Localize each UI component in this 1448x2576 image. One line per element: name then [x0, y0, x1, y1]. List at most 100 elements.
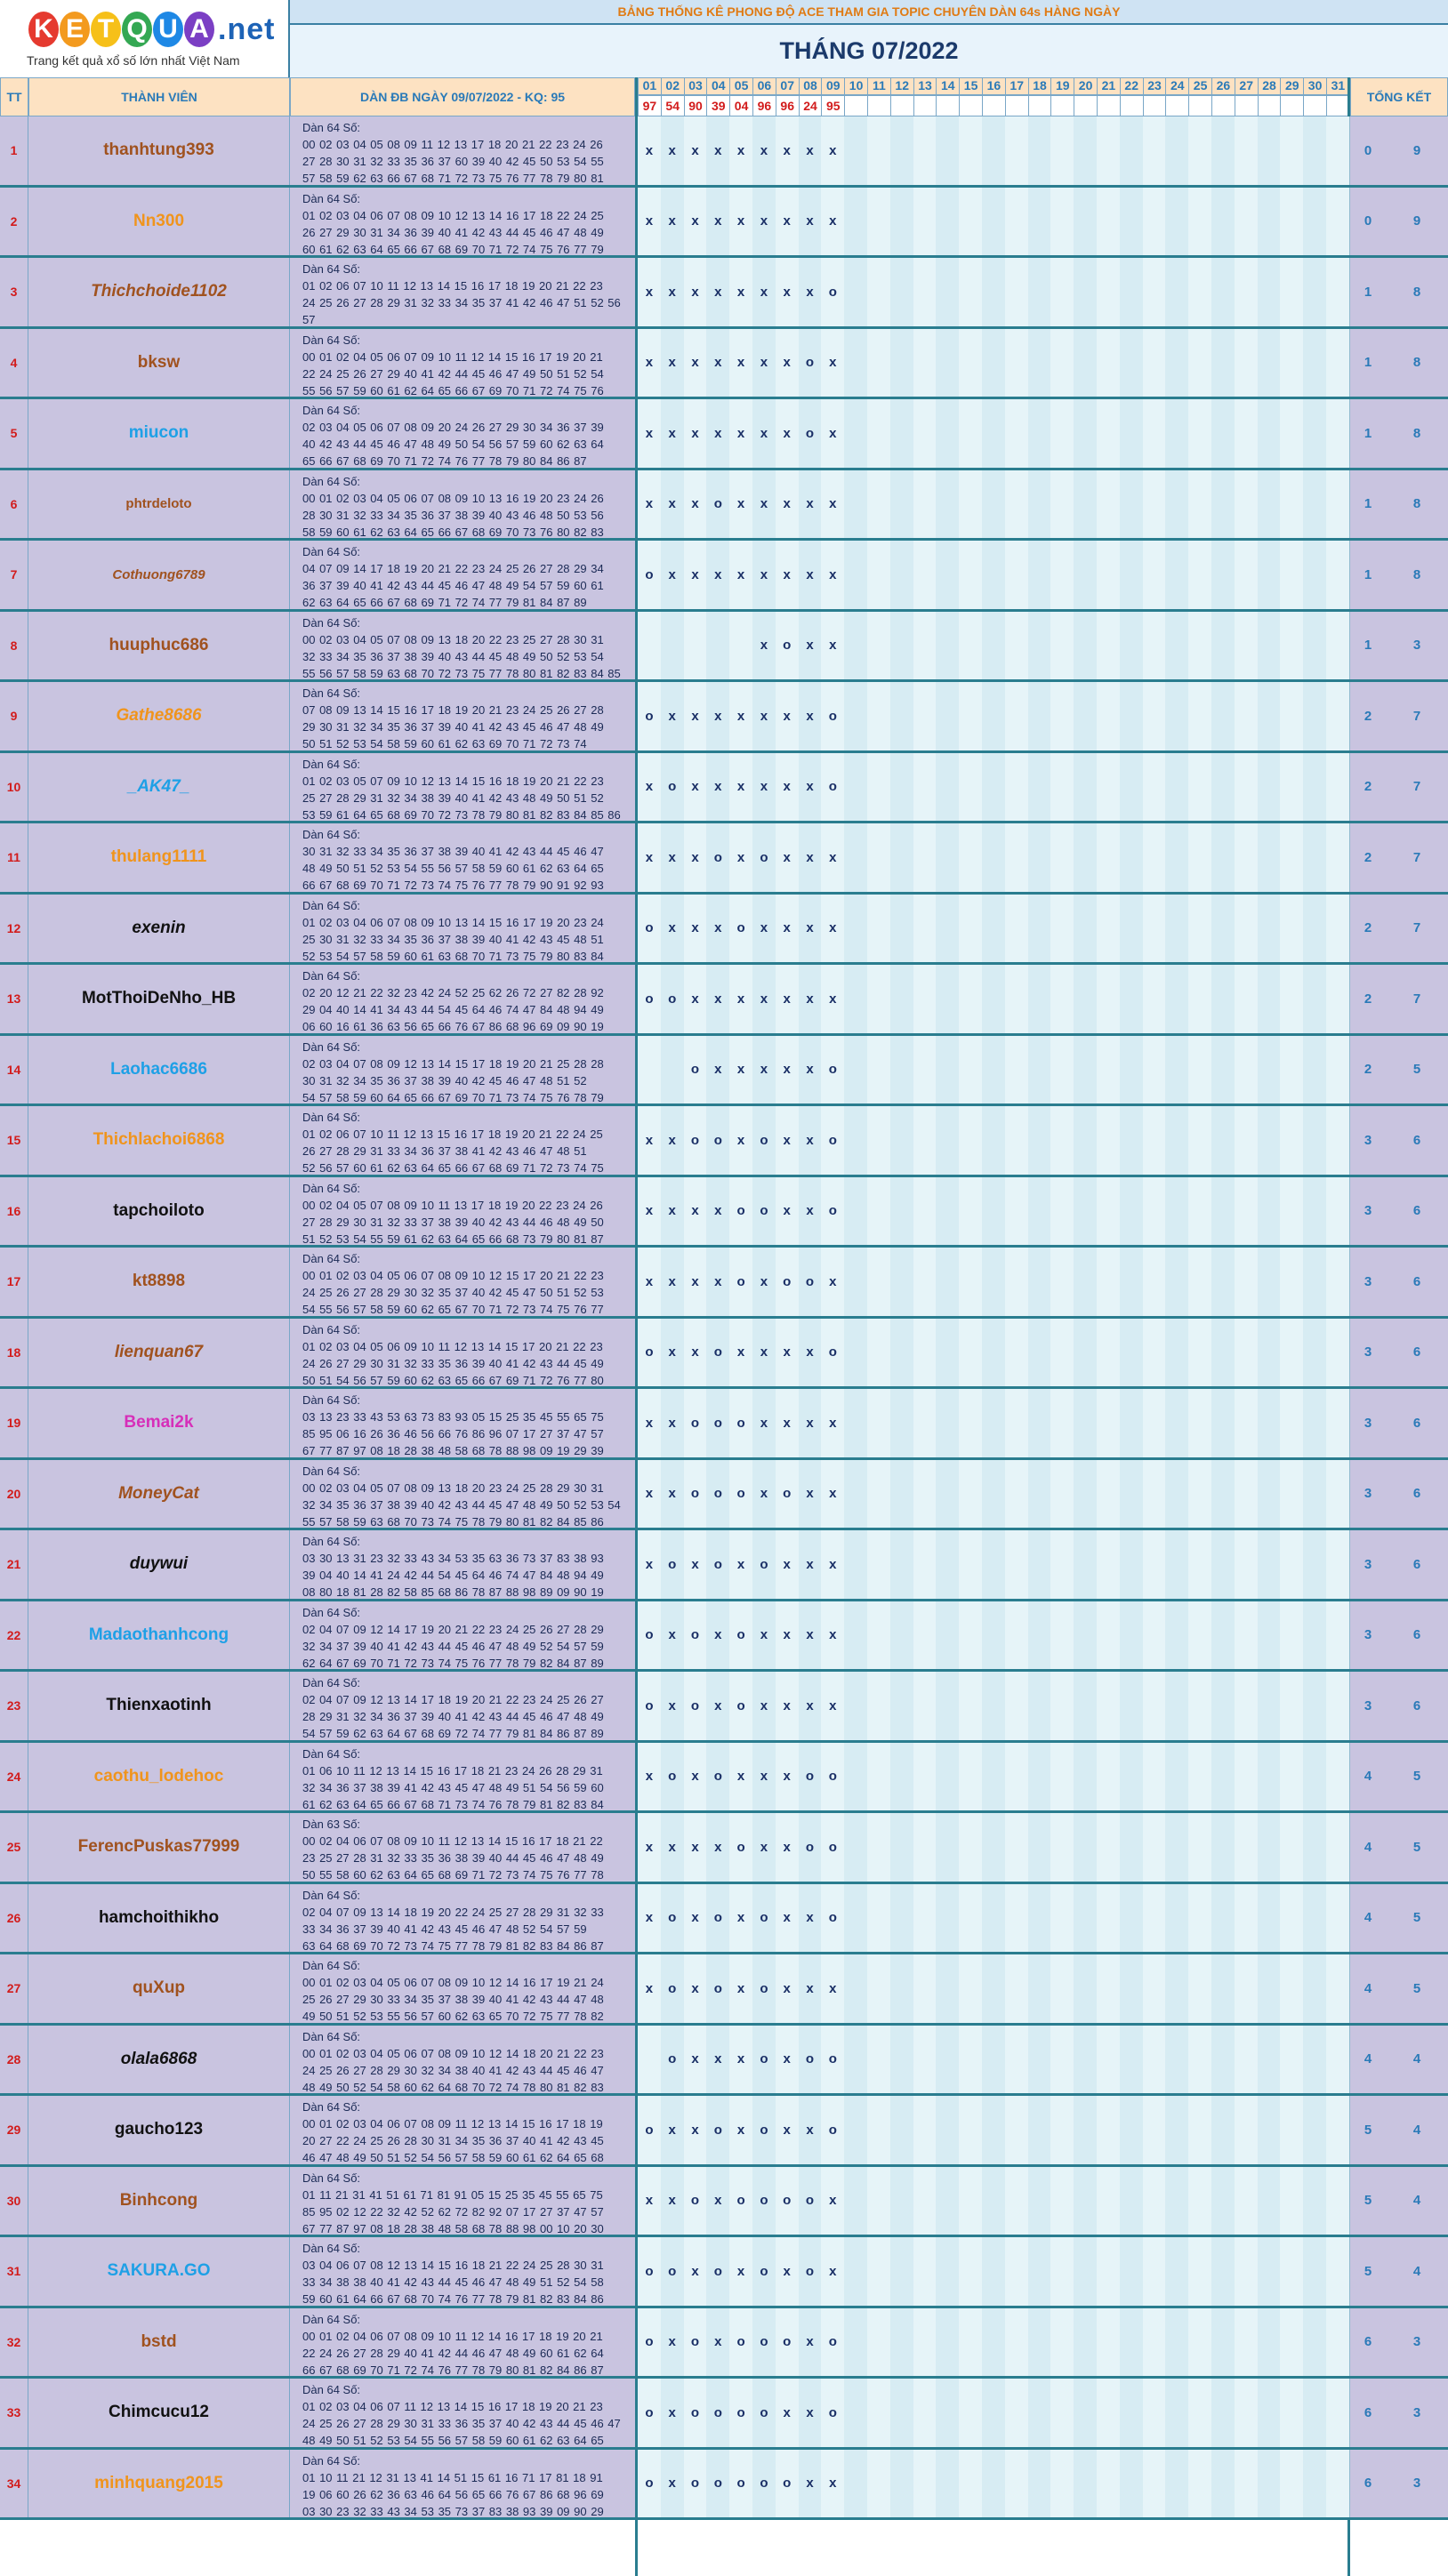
member-name[interactable]: duywui: [28, 1530, 290, 1599]
day-mark: [1326, 2096, 1350, 2164]
day-mark: [867, 2449, 891, 2517]
day-mark: [1119, 2166, 1144, 2235]
number-set-title: Dàn 64 Số:: [302, 898, 361, 912]
day-mark: x: [706, 328, 731, 397]
table-row: 27 quXup Dàn 64 Số: 00 01 02 03 04 05 06 07…: [0, 1954, 1448, 2026]
member-name[interactable]: minhquang2015: [28, 2449, 290, 2517]
member-name[interactable]: bstd: [28, 2307, 290, 2376]
number-set-line: 52 53 54 57 58 59 60 61 63 68 70 71 73 7…: [302, 949, 604, 963]
member-name[interactable]: Thienxaotinh: [28, 1672, 290, 1740]
day-mark: [1303, 1035, 1327, 1103]
summary-miss-count: 1: [1350, 469, 1386, 538]
day-mark: [1188, 1601, 1212, 1669]
day-result: [959, 95, 983, 116]
day-mark: [867, 258, 891, 326]
summary-miss-count: 3: [1350, 1318, 1386, 1386]
member-name[interactable]: hamchoithikho: [28, 1883, 290, 1952]
day-mark: [844, 399, 868, 468]
member-name[interactable]: kt8898: [28, 1248, 290, 1316]
day-mark: x: [729, 752, 753, 821]
day-mark: [1257, 2096, 1282, 2164]
member-name[interactable]: Chimcucu12: [28, 2379, 290, 2447]
day-mark: [867, 1883, 891, 1952]
member-name[interactable]: MoneyCat: [28, 1459, 290, 1528]
day-mark: x: [775, 1672, 800, 1740]
number-set-line: 00 01 02 04 05 06 07 09 10 11 12 14 15 1…: [302, 349, 603, 364]
day-mark: [889, 2025, 914, 2093]
day-mark: [1234, 1389, 1259, 1457]
day-mark: o: [706, 469, 731, 538]
member-name[interactable]: bksw: [28, 328, 290, 397]
day-mark: [913, 2237, 937, 2306]
day-mark: [1188, 187, 1212, 255]
member-name[interactable]: olala6868: [28, 2025, 290, 2093]
member-name[interactable]: Nn300: [28, 187, 290, 255]
table-row: 3 Thichchoide1102 Dàn 64 Số: 01 02 06 07 10…: [0, 258, 1448, 329]
member-name[interactable]: phtrdeloto: [28, 469, 290, 538]
member-name[interactable]: lienquan67: [28, 1318, 290, 1386]
day-mark: [1097, 1813, 1121, 1882]
row-number: 25: [0, 1813, 28, 1882]
day-mark: [913, 2449, 937, 2517]
table-row: 29 gaucho123 Dàn 64 Số: 00 01 02 03 04 06 0…: [0, 2096, 1448, 2167]
day-mark: x: [729, 1106, 753, 1175]
day-mark: [982, 894, 1006, 962]
member-name[interactable]: Binhcong: [28, 2166, 290, 2235]
member-name[interactable]: gaucho123: [28, 2096, 290, 2164]
row-number: 16: [0, 1176, 28, 1245]
day-mark: [1211, 752, 1235, 821]
member-name[interactable]: caothu_lodehoc: [28, 1742, 290, 1810]
day-mark: o: [638, 894, 662, 962]
member-name[interactable]: thulang1111: [28, 823, 290, 892]
day-mark: [1188, 682, 1212, 750]
member-name[interactable]: SAKURA.GO: [28, 2237, 290, 2306]
member-name[interactable]: Laohac6686: [28, 1035, 290, 1103]
day-mark: [1326, 328, 1350, 397]
member-name[interactable]: Gathe8686: [28, 682, 290, 750]
site-logo[interactable]: K E T Q U A .net Trang kết quả xổ số lớn nhất …: [0, 0, 290, 77]
day-mark: [1188, 2449, 1212, 2517]
number-set: Dàn 63 Số: 00 02 04 06 07 08 09 10 11 12 …: [290, 1813, 635, 1882]
member-name[interactable]: _AK47_: [28, 752, 290, 821]
member-name[interactable]: Bemai2k: [28, 1389, 290, 1457]
day-mark: [913, 2096, 937, 2164]
number-set: Dàn 64 Số: 01 02 03 04 06 07 08 09 10 13 …: [290, 894, 635, 963]
member-name[interactable]: thanhtung393: [28, 116, 290, 185]
member-name[interactable]: Madaothanhcong: [28, 1601, 290, 1669]
day-mark: o: [775, 2166, 800, 2235]
member-name[interactable]: Thichchoide1102: [28, 258, 290, 326]
day-mark: [1004, 1318, 1029, 1386]
day-mark: [1097, 1035, 1121, 1103]
day-mark: [1326, 2449, 1350, 2517]
day-mark: o: [706, 823, 731, 892]
day-mark: [867, 399, 891, 468]
day-mark: o: [798, 1813, 823, 1882]
member-name[interactable]: tapchoiloto: [28, 1176, 290, 1245]
day-mark: x: [821, 1459, 846, 1528]
day-mark: [1119, 1318, 1144, 1386]
number-set-line: 27 28 30 31 32 33 35 36 37 60 39 40 42 4…: [302, 155, 604, 168]
number-set-line: 01 06 10 11 12 13 14 15 16 17 18 21 23 2…: [302, 1763, 603, 1778]
member-name[interactable]: Cothuong6789: [28, 541, 290, 609]
day-mark: [1097, 2379, 1121, 2447]
member-name[interactable]: huuphuc686: [28, 611, 290, 679]
day-mark: [844, 1389, 868, 1457]
day-mark: [844, 258, 868, 326]
member-name[interactable]: exenin: [28, 894, 290, 962]
member-name[interactable]: quXup: [28, 1954, 290, 2023]
member-name[interactable]: Thichlachoi6868: [28, 1106, 290, 1175]
day-mark: [1234, 611, 1259, 679]
day-mark: x: [775, 752, 800, 821]
member-name[interactable]: MotThoiDeNho_HB: [28, 965, 290, 1033]
day-mark: [1257, 469, 1282, 538]
day-mark: [1211, 1742, 1235, 1810]
number-set-line: 26 27 29 30 31 34 36 39 40 41 42 43 44 4…: [302, 225, 604, 239]
day-mark: [913, 823, 937, 892]
member-name[interactable]: FerencPuskas77999: [28, 1813, 290, 1882]
day-mark: o: [821, 2307, 846, 2376]
day-mark: [1280, 1672, 1305, 1740]
day-mark: o: [660, 1742, 685, 1810]
day-mark: x: [798, 1601, 823, 1669]
day-mark: [1326, 1318, 1350, 1386]
member-name[interactable]: miucon: [28, 399, 290, 468]
